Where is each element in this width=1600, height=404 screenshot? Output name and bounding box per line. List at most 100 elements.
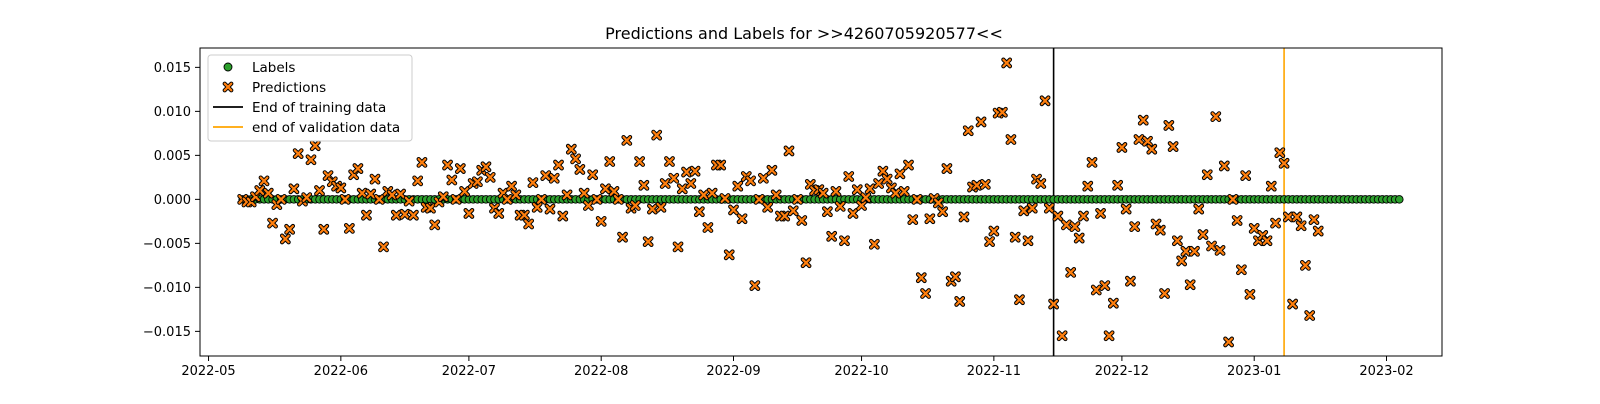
- prediction-point: [262, 187, 274, 199]
- prediction-point: [463, 208, 475, 219]
- prediction-point: [1176, 255, 1188, 267]
- prediction-point: [903, 159, 914, 171]
- label-point: [1395, 195, 1404, 204]
- prediction-point: [595, 215, 607, 227]
- prediction-point: [958, 211, 970, 223]
- prediction-point: [988, 225, 1000, 237]
- prediction-point: [860, 192, 872, 203]
- prediction-point: [1240, 170, 1252, 181]
- prediction-point: [1142, 135, 1153, 147]
- prediction-point: [557, 210, 569, 222]
- prediction-point: [536, 193, 547, 205]
- legend-label: End of training data: [252, 100, 386, 116]
- prediction-point: [920, 288, 931, 299]
- prediction-point: [1270, 217, 1281, 229]
- prediction-point: [689, 165, 701, 177]
- prediction-point: [1231, 215, 1243, 226]
- prediction-point: [770, 189, 782, 201]
- prediction-point: [1261, 235, 1273, 247]
- prediction-point: [676, 183, 688, 195]
- prediction-point: [1065, 267, 1077, 278]
- prediction-point: [275, 193, 287, 205]
- prediction-point: [1282, 211, 1294, 223]
- prediction-point: [518, 209, 530, 221]
- prediction-point: [386, 189, 398, 201]
- prediction-point: [284, 223, 296, 235]
- prediction-point: [783, 145, 795, 157]
- prediction-point: [856, 200, 867, 211]
- prediction-point: [839, 235, 850, 247]
- prediction-point: [587, 169, 599, 181]
- prediction-point: [1137, 114, 1149, 126]
- legend-label: Labels: [252, 60, 295, 76]
- x-tick-label: 2022-10: [834, 364, 888, 379]
- prediction-point: [979, 179, 991, 190]
- prediction-point: [544, 203, 556, 215]
- prediction-point: [1086, 157, 1098, 168]
- prediction-point: [1090, 284, 1102, 296]
- prediction-point: [932, 197, 944, 209]
- prediction-point: [634, 156, 646, 167]
- y-tick-label: 0.010: [154, 105, 191, 120]
- legend-labels: Labels: [223, 60, 295, 76]
- prediction-point: [911, 193, 923, 205]
- prediction-point: [659, 178, 671, 189]
- prediction-point: [1274, 147, 1286, 159]
- prediction-point: [591, 193, 603, 205]
- prediction-point: [254, 185, 266, 196]
- prediction-point: [621, 135, 633, 146]
- prediction-point: [664, 156, 675, 167]
- prediction-point: [1014, 294, 1025, 306]
- prediction-point: [655, 201, 667, 213]
- prediction-point: [523, 218, 535, 230]
- prediction-point: [723, 249, 735, 261]
- prediction-point: [365, 188, 377, 200]
- prediction-point: [877, 165, 889, 177]
- y-tick-label: −0.005: [143, 237, 191, 252]
- prediction-point: [796, 215, 808, 226]
- chart-title: Predictions and Labels for >>42607059205…: [605, 24, 1003, 43]
- prediction-point: [459, 186, 471, 197]
- prediction-point: [540, 170, 552, 181]
- prediction-point: [962, 125, 974, 137]
- prediction-point: [1154, 224, 1166, 236]
- prediction-point: [570, 153, 581, 165]
- prediction-point: [1078, 210, 1089, 222]
- y-tick-label: 0.015: [154, 61, 191, 76]
- prediction-point: [1227, 193, 1239, 205]
- prediction-point: [779, 210, 791, 222]
- prediction-point: [971, 179, 983, 191]
- prediction-point: [715, 159, 727, 171]
- prediction-point: [314, 185, 325, 196]
- prediction-point: [1052, 210, 1064, 222]
- prediction-point: [356, 187, 368, 199]
- prediction-point: [408, 209, 419, 221]
- prediction-point: [1197, 229, 1209, 240]
- prediction-point: [868, 238, 880, 250]
- prediction-point: [1043, 202, 1055, 214]
- prediction-point: [941, 163, 953, 174]
- prediction-point: [612, 193, 624, 205]
- prediction-point: [1244, 289, 1256, 300]
- prediction-point: [834, 201, 846, 212]
- prediction-point: [1312, 225, 1324, 237]
- prediction-point: [1107, 297, 1119, 309]
- prediction-point: [258, 175, 270, 187]
- prediction-point: [1248, 223, 1260, 234]
- prediction-point: [480, 161, 492, 173]
- x-tick-label: 2022-06: [314, 364, 368, 379]
- prediction-point: [361, 209, 372, 221]
- prediction-point: [1125, 275, 1136, 287]
- prediction-point: [548, 172, 560, 184]
- prediction-point: [1103, 330, 1115, 342]
- prediction-point: [984, 236, 995, 247]
- prediction-point: [894, 168, 906, 180]
- prediction-point: [301, 192, 313, 203]
- plot-frame: [199, 47, 1443, 357]
- prediction-point: [527, 177, 539, 189]
- prediction-point: [787, 205, 799, 217]
- legend-end-of-training: End of training data: [213, 100, 386, 116]
- y-tick-label: 0.000: [154, 193, 191, 208]
